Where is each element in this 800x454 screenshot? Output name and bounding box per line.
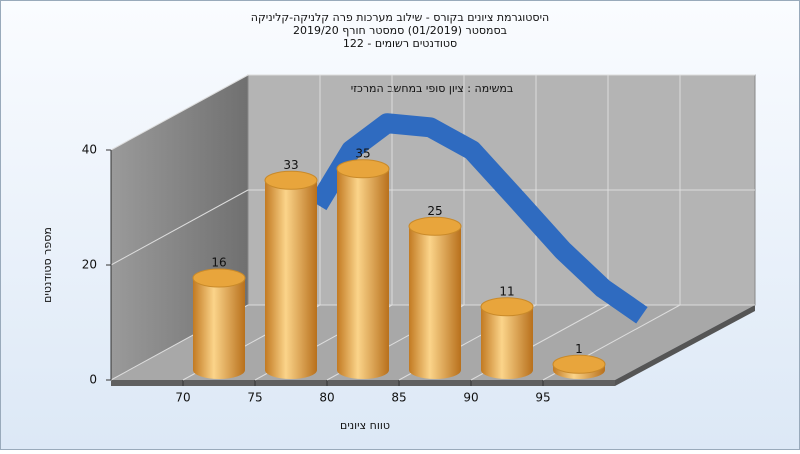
x-tick-label: 85 (391, 391, 406, 405)
floor-edge (615, 305, 755, 386)
bar (408, 216, 462, 379)
bar-body (481, 306, 533, 379)
y-axis-label: מספר סטודנטים (41, 227, 54, 303)
bar-top (264, 170, 318, 190)
y-tick-label: 20 (82, 258, 97, 272)
bar-top (336, 159, 390, 179)
bar (192, 268, 246, 379)
bar-body (265, 180, 317, 379)
bar-top (480, 297, 534, 317)
data-label: 35 (355, 146, 370, 160)
x-axis-label: טווח ציונים (340, 419, 390, 432)
chart-subtitle: במשימה : ציון סופי במחשב המרכזי (351, 82, 514, 95)
y-tick-label: 0 (89, 373, 97, 387)
bar-top (192, 268, 246, 288)
data-label: 25 (427, 204, 442, 218)
data-label: 11 (499, 284, 514, 298)
grid-line (110, 189, 249, 266)
bar-top (552, 354, 606, 374)
bar-body (337, 168, 389, 379)
bar (336, 159, 390, 379)
data-label: 33 (283, 158, 298, 172)
y-tick-label: 40 (82, 143, 97, 157)
bar-top (408, 216, 462, 236)
x-tick-label: 75 (247, 391, 262, 405)
chart-title: בסמסטר (01/2019) סמסטר חורף 2019/20 (293, 24, 507, 37)
fit-curve (309, 113, 648, 324)
x-tick-label: 95 (535, 391, 550, 405)
grid-line (110, 74, 249, 151)
bar (480, 297, 534, 379)
bar (552, 354, 606, 379)
chart-title: היסטוגרמת ציונים בקורס - שילוב מערכות פר… (251, 11, 549, 24)
data-label: 1 (575, 342, 583, 356)
bar (264, 170, 318, 379)
x-tick-label: 90 (463, 391, 478, 405)
x-tick-label: 80 (319, 391, 334, 405)
floor-edge (111, 380, 615, 386)
bar-body (193, 278, 245, 379)
data-label: 16 (211, 256, 226, 270)
chart-title: סטודנטים רשומים - 122 (343, 37, 457, 50)
bar-body (409, 226, 461, 379)
x-tick-label: 70 (175, 391, 190, 405)
